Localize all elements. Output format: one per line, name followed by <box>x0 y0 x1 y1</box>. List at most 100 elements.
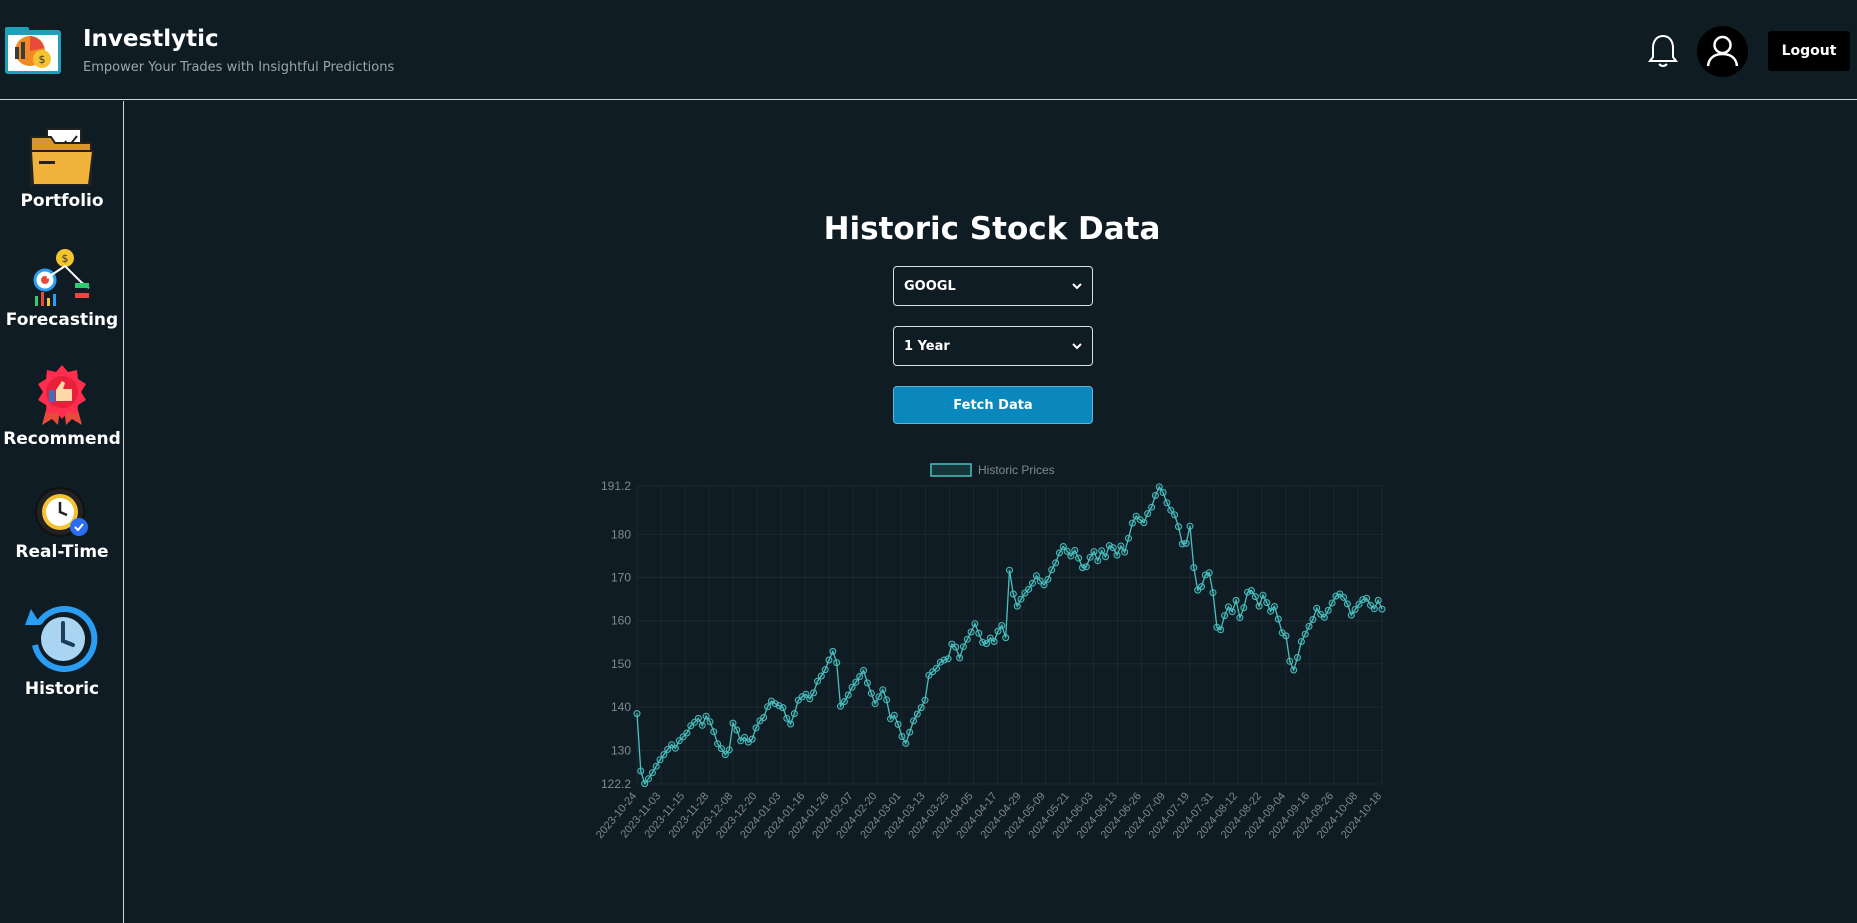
data-point <box>1090 548 1098 556</box>
data-point <box>1251 593 1259 601</box>
data-point <box>637 767 645 775</box>
data-point <box>1201 571 1209 579</box>
data-point <box>852 678 860 686</box>
data-point <box>783 714 791 722</box>
sidebar-item-label: Real-Time <box>15 542 109 562</box>
data-point <box>1343 600 1351 608</box>
data-point <box>1259 591 1267 599</box>
data-point <box>814 677 821 685</box>
data-point <box>1186 522 1194 530</box>
data-point <box>1048 566 1056 574</box>
data-point <box>1205 569 1213 577</box>
data-point <box>1274 615 1282 623</box>
data-point <box>694 714 702 722</box>
data-point <box>1340 593 1348 601</box>
data-point <box>983 640 990 648</box>
data-point <box>1332 592 1340 600</box>
data-point <box>994 627 1002 635</box>
data-point <box>1313 604 1321 612</box>
data-point <box>848 683 856 691</box>
data-point <box>833 659 841 667</box>
historic-price-chart: Historic Prices 191.2 180 170 160 150 140 130 12… <box>594 463 1386 841</box>
data-point <box>664 745 672 753</box>
clock-check-icon <box>35 487 88 537</box>
data-point <box>863 679 871 687</box>
data-point <box>975 629 983 637</box>
sidebar-item-historic[interactable]: Historic <box>0 601 124 699</box>
data-point <box>1025 585 1033 593</box>
data-point <box>641 780 649 788</box>
data-point <box>1128 519 1136 527</box>
y-tick-label: 180 <box>611 527 631 541</box>
fetch-data-button[interactable]: Fetch Data <box>893 386 1093 424</box>
data-point <box>1155 483 1163 491</box>
data-point <box>1167 506 1175 514</box>
data-point <box>775 702 783 710</box>
data-point <box>748 735 756 743</box>
data-point <box>802 690 810 698</box>
svg-text:$: $ <box>62 252 69 265</box>
data-point <box>879 686 887 694</box>
data-point <box>1032 572 1040 580</box>
data-point <box>936 658 944 666</box>
data-point <box>652 762 660 770</box>
page-title: Historic Stock Data <box>823 211 1161 247</box>
notification-bell-icon[interactable] <box>1648 33 1678 69</box>
data-point <box>1290 666 1298 674</box>
data-point <box>883 696 891 704</box>
data-point <box>1052 559 1060 567</box>
data-point <box>910 717 917 725</box>
data-point <box>890 711 898 719</box>
sidebar-item-label: Recommend <box>3 429 121 449</box>
y-tick-label: 130 <box>611 743 631 757</box>
data-point <box>1351 606 1359 613</box>
forecast-icon: $ <box>33 249 90 306</box>
data-point <box>714 740 722 748</box>
y-tick-label: 160 <box>611 614 631 628</box>
data-point <box>1217 626 1225 634</box>
thumbs-up-badge-icon <box>38 365 86 425</box>
svg-text:$: $ <box>39 53 46 66</box>
data-point <box>1347 611 1355 619</box>
user-avatar[interactable] <box>1697 26 1748 77</box>
data-point <box>1044 575 1052 583</box>
data-point <box>906 728 914 736</box>
sidebar-item-portfolio[interactable]: Portfolio <box>0 127 124 211</box>
data-point <box>1102 553 1109 561</box>
ticker-select[interactable]: GOOGL <box>893 266 1093 306</box>
sidebar-item-real-time[interactable]: Real-Time <box>0 484 124 562</box>
period-select-value: 1 Year <box>904 338 950 354</box>
data-point <box>844 691 852 699</box>
data-point <box>1244 588 1252 596</box>
data-point <box>1232 596 1240 604</box>
data-point <box>710 728 718 736</box>
data-point <box>1094 557 1102 565</box>
data-point <box>821 666 829 674</box>
data-point <box>902 739 910 747</box>
data-point <box>921 696 929 704</box>
data-point <box>1009 590 1017 598</box>
sidebar-item-label: Forecasting <box>5 310 119 330</box>
ticker-select-value: GOOGL <box>904 278 956 294</box>
data-point <box>1113 551 1121 559</box>
data-point <box>956 654 964 662</box>
sidebar-item-forecasting[interactable]: $ Forecasting <box>0 248 124 330</box>
period-select[interactable]: 1 Year <box>893 326 1093 366</box>
data-point <box>1117 542 1125 550</box>
sidebar-item-recommend[interactable]: Recommend <box>0 363 124 449</box>
data-point <box>1067 552 1075 560</box>
data-point <box>829 647 837 655</box>
data-point <box>1286 657 1294 665</box>
data-point <box>1355 600 1363 608</box>
data-point <box>633 710 641 718</box>
data-point <box>1328 599 1336 607</box>
data-point <box>779 704 787 712</box>
data-point <box>1190 564 1198 572</box>
data-point <box>683 729 691 737</box>
logout-button[interactable]: Logout <box>1768 31 1850 71</box>
y-tick-label: 140 <box>611 700 631 714</box>
data-point <box>645 775 652 783</box>
data-point <box>1151 492 1159 499</box>
data-point <box>933 664 940 672</box>
data-point <box>656 756 664 764</box>
